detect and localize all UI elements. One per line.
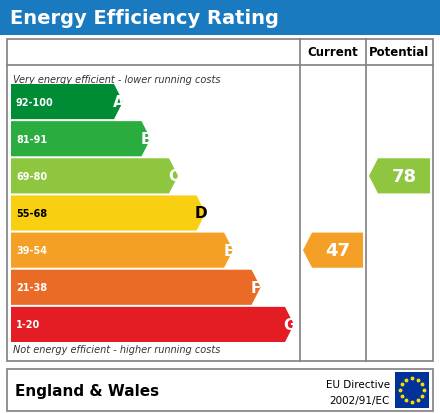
Polygon shape: [11, 307, 294, 342]
Text: E: E: [224, 243, 234, 258]
Text: Current: Current: [308, 46, 358, 59]
Polygon shape: [369, 159, 430, 194]
Bar: [7, 369, 433, 411]
Text: D: D: [195, 206, 207, 221]
Polygon shape: [11, 233, 233, 268]
Text: 69-80: 69-80: [16, 171, 47, 181]
Polygon shape: [11, 270, 260, 305]
Text: 92-100: 92-100: [16, 97, 54, 107]
Text: Potential: Potential: [369, 46, 429, 59]
Text: F: F: [251, 280, 261, 295]
Polygon shape: [303, 233, 363, 268]
Text: Very energy efficient - lower running costs: Very energy efficient - lower running co…: [13, 75, 220, 85]
Text: England & Wales: England & Wales: [15, 384, 159, 399]
Text: 1-20: 1-20: [16, 320, 40, 330]
Bar: [7, 40, 433, 361]
Text: C: C: [168, 169, 179, 184]
Bar: [0, 0, 440, 36]
Text: EU Directive: EU Directive: [326, 380, 390, 389]
Text: 2002/91/EC: 2002/91/EC: [330, 395, 390, 405]
Text: A: A: [113, 95, 125, 110]
Text: 81-91: 81-91: [16, 134, 47, 145]
Text: 47: 47: [325, 242, 350, 259]
Polygon shape: [11, 85, 123, 120]
Polygon shape: [11, 196, 205, 231]
Text: G: G: [283, 317, 296, 332]
Text: Not energy efficient - higher running costs: Not energy efficient - higher running co…: [13, 344, 220, 354]
Text: 55-68: 55-68: [16, 209, 47, 218]
Text: Energy Efficiency Rating: Energy Efficiency Rating: [10, 9, 279, 27]
Text: 78: 78: [392, 167, 417, 185]
Text: 39-54: 39-54: [16, 246, 47, 256]
Bar: [395, 372, 429, 408]
Polygon shape: [11, 159, 178, 194]
Polygon shape: [11, 122, 150, 157]
Text: 21-38: 21-38: [16, 282, 47, 292]
Text: B: B: [140, 132, 152, 147]
